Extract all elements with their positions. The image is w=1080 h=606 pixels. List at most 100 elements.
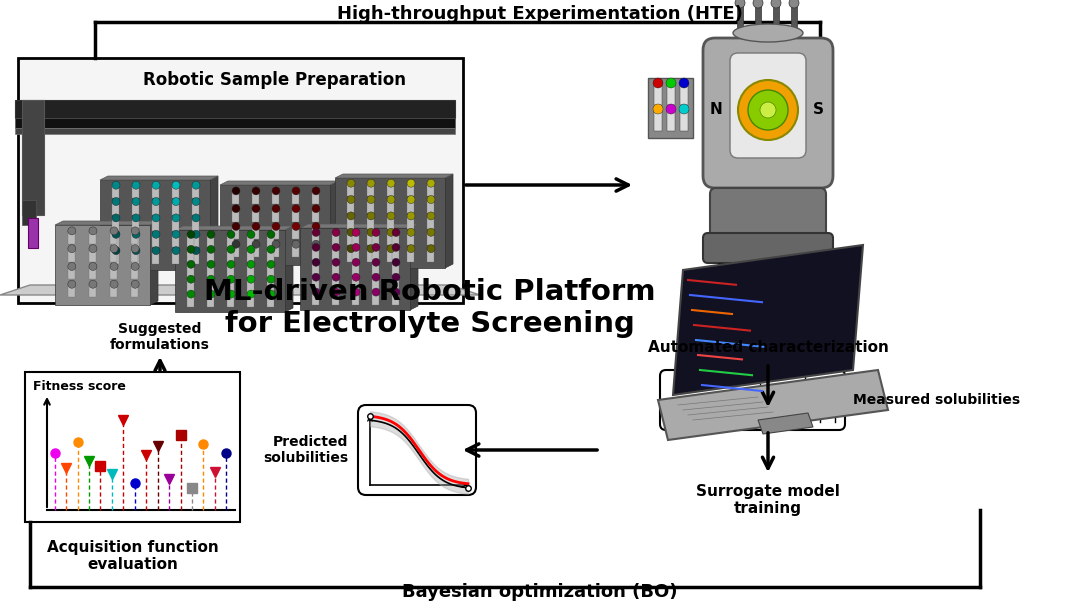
Circle shape bbox=[112, 247, 120, 255]
Bar bbox=[252, 245, 259, 257]
Bar bbox=[292, 245, 299, 257]
Circle shape bbox=[407, 228, 415, 236]
Polygon shape bbox=[330, 181, 338, 265]
Bar bbox=[252, 227, 259, 239]
Bar bbox=[272, 227, 279, 239]
Bar bbox=[15, 100, 455, 118]
Bar bbox=[131, 232, 138, 244]
Bar bbox=[55, 225, 150, 305]
Bar bbox=[352, 293, 359, 305]
FancyBboxPatch shape bbox=[730, 53, 806, 158]
Bar bbox=[152, 186, 159, 198]
Circle shape bbox=[292, 222, 300, 230]
Circle shape bbox=[131, 227, 139, 235]
Bar bbox=[387, 233, 394, 245]
Bar bbox=[207, 250, 214, 262]
Bar bbox=[312, 278, 319, 290]
Text: Robotic Sample Preparation: Robotic Sample Preparation bbox=[143, 71, 406, 89]
Bar bbox=[312, 192, 319, 204]
Bar bbox=[267, 236, 274, 247]
Circle shape bbox=[152, 214, 160, 222]
Circle shape bbox=[352, 273, 360, 281]
Bar bbox=[648, 78, 693, 138]
Circle shape bbox=[679, 78, 689, 88]
Bar bbox=[292, 192, 299, 204]
Bar bbox=[22, 200, 36, 225]
Circle shape bbox=[152, 247, 160, 255]
Bar bbox=[252, 192, 259, 204]
Circle shape bbox=[367, 245, 375, 253]
Bar bbox=[392, 233, 399, 245]
Bar bbox=[808, 263, 826, 323]
Bar bbox=[292, 227, 299, 239]
FancyBboxPatch shape bbox=[703, 233, 833, 263]
Polygon shape bbox=[335, 174, 453, 178]
Circle shape bbox=[247, 290, 255, 298]
Bar bbox=[267, 265, 274, 278]
Circle shape bbox=[367, 212, 375, 220]
Bar bbox=[68, 250, 75, 262]
Bar bbox=[392, 263, 399, 275]
Circle shape bbox=[387, 196, 395, 204]
Bar bbox=[372, 278, 379, 290]
Circle shape bbox=[367, 228, 375, 236]
Bar bbox=[352, 233, 359, 245]
Circle shape bbox=[367, 196, 375, 204]
Circle shape bbox=[110, 245, 118, 253]
Text: High-throughput Experimentation (HTE): High-throughput Experimentation (HTE) bbox=[337, 5, 743, 23]
Circle shape bbox=[112, 181, 120, 189]
Circle shape bbox=[187, 245, 195, 253]
Circle shape bbox=[207, 260, 215, 268]
Bar bbox=[804, 321, 831, 329]
Bar bbox=[207, 236, 214, 247]
Bar bbox=[187, 236, 194, 247]
Circle shape bbox=[252, 240, 260, 248]
Bar bbox=[347, 201, 354, 213]
Bar bbox=[367, 233, 374, 245]
Circle shape bbox=[332, 273, 340, 281]
Circle shape bbox=[227, 260, 235, 268]
Circle shape bbox=[347, 245, 355, 253]
Bar bbox=[132, 186, 139, 198]
Polygon shape bbox=[210, 176, 218, 270]
Bar bbox=[654, 109, 662, 131]
Bar bbox=[131, 285, 138, 297]
Circle shape bbox=[132, 181, 140, 189]
Circle shape bbox=[232, 187, 240, 195]
Bar bbox=[352, 278, 359, 290]
Circle shape bbox=[207, 245, 215, 253]
Circle shape bbox=[132, 198, 140, 205]
Bar bbox=[28, 218, 38, 248]
Bar bbox=[372, 263, 379, 275]
Circle shape bbox=[312, 288, 320, 296]
Bar bbox=[172, 202, 179, 215]
Circle shape bbox=[232, 222, 240, 230]
Bar bbox=[367, 201, 374, 213]
Bar bbox=[372, 293, 379, 305]
Polygon shape bbox=[150, 221, 158, 305]
Bar bbox=[352, 248, 359, 261]
Bar bbox=[187, 280, 194, 292]
Bar bbox=[267, 250, 274, 262]
Circle shape bbox=[187, 290, 195, 298]
Bar bbox=[680, 109, 688, 131]
Polygon shape bbox=[410, 224, 418, 310]
Bar bbox=[110, 285, 117, 297]
Circle shape bbox=[427, 228, 435, 236]
Bar bbox=[367, 217, 374, 229]
Circle shape bbox=[110, 227, 118, 235]
Bar bbox=[22, 100, 44, 215]
Bar bbox=[427, 233, 434, 245]
Circle shape bbox=[89, 227, 97, 235]
Bar bbox=[232, 210, 239, 222]
Bar bbox=[312, 248, 319, 261]
Circle shape bbox=[187, 260, 195, 268]
Circle shape bbox=[192, 214, 200, 222]
Bar bbox=[192, 251, 199, 264]
Circle shape bbox=[292, 205, 300, 213]
Bar bbox=[332, 263, 339, 275]
Bar bbox=[247, 265, 254, 278]
Circle shape bbox=[347, 196, 355, 204]
Bar bbox=[15, 128, 455, 134]
Circle shape bbox=[387, 179, 395, 187]
